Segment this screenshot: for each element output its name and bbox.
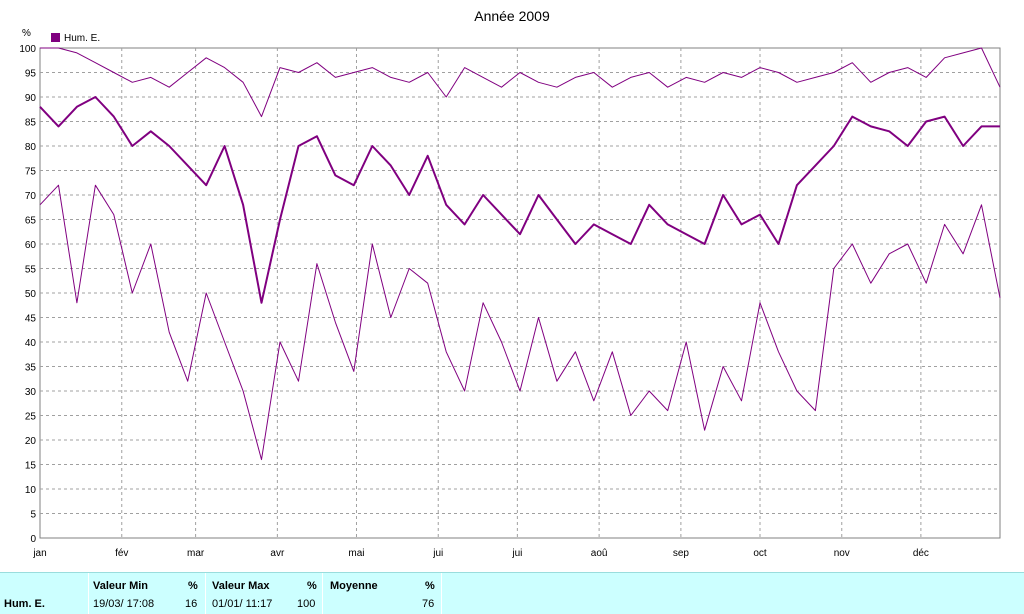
x-tick-label: jan bbox=[32, 548, 46, 559]
series-group bbox=[39, 47, 1001, 461]
y-tick-label: 50 bbox=[25, 289, 37, 300]
x-tick-label: mai bbox=[348, 548, 364, 559]
series-line-daily-min bbox=[39, 184, 1001, 461]
stats-separator bbox=[322, 573, 323, 614]
y-tick-label: 30 bbox=[25, 387, 37, 398]
stats-avg-header: Moyenne bbox=[330, 580, 378, 592]
x-tick-label: mar bbox=[187, 548, 205, 559]
y-tick-label: 60 bbox=[25, 240, 37, 251]
stats-max-value: 100 bbox=[297, 598, 316, 610]
grid-lines bbox=[40, 48, 1000, 538]
stats-panel: Hum. E. Valeur Min % 19/03/ 17:08 16 Val… bbox=[0, 572, 1024, 614]
stats-min-value: 16 bbox=[185, 598, 198, 610]
x-tick-label: jui bbox=[432, 548, 443, 559]
stats-max-unit: % bbox=[307, 580, 317, 592]
y-tick-label: 40 bbox=[25, 338, 37, 349]
y-tick-label: 80 bbox=[25, 142, 37, 153]
x-tick-label: déc bbox=[913, 548, 929, 559]
series-line-daily-mean bbox=[39, 96, 1000, 304]
y-tick-label: 5 bbox=[30, 510, 36, 521]
stats-row-label: Hum. E. bbox=[4, 598, 45, 610]
y-axis-ticks: 0 5 10 15 20 25 30 35 40 45 50 55 60 65 70 75 80 85 90 95 10… bbox=[19, 44, 36, 545]
y-tick-label: 10 bbox=[25, 485, 37, 496]
stats-max-header: Valeur Max bbox=[212, 580, 270, 592]
y-tick-label: 70 bbox=[25, 191, 37, 202]
stats-max-cell: Valeur Max % 01/01/ 11:17 100 bbox=[206, 573, 322, 614]
y-tick-label: 0 bbox=[30, 534, 36, 545]
stats-min-cell: Valeur Min % 19/03/ 17:08 16 bbox=[89, 573, 205, 614]
stats-min-unit: % bbox=[188, 580, 198, 592]
x-tick-label: fév bbox=[115, 548, 128, 559]
x-tick-label: avr bbox=[270, 548, 285, 559]
chart-title: Année 2009 bbox=[474, 8, 550, 24]
y-tick-label: 65 bbox=[25, 216, 37, 227]
y-tick-label: 45 bbox=[25, 314, 37, 325]
x-tick-label: oct bbox=[753, 548, 767, 559]
y-axis-unit: % bbox=[22, 28, 31, 39]
y-tick-label: 35 bbox=[25, 363, 37, 374]
stats-separator bbox=[441, 573, 442, 614]
y-tick-label: 15 bbox=[25, 461, 37, 472]
x-tick-label: nov bbox=[834, 548, 850, 559]
x-tick-label: jui bbox=[511, 548, 522, 559]
x-tick-label: sep bbox=[673, 548, 690, 559]
y-tick-label: 25 bbox=[25, 412, 37, 423]
y-tick-label: 75 bbox=[25, 167, 37, 178]
legend-swatch bbox=[51, 33, 60, 42]
y-tick-label: 55 bbox=[25, 265, 37, 276]
y-tick-label: 100 bbox=[19, 44, 36, 55]
stats-separator bbox=[88, 573, 89, 614]
y-tick-label: 85 bbox=[25, 118, 37, 129]
legend-label: Hum. E. bbox=[64, 33, 100, 44]
stats-min-date: 19/03/ 17:08 bbox=[93, 598, 155, 610]
humidity-chart: Année 2009 % Hum. E. 0 5 10 15 20 25 30 35 40 45 5… bbox=[19, 8, 1001, 559]
x-tick-label: aoû bbox=[591, 548, 608, 559]
y-tick-label: 90 bbox=[25, 93, 37, 104]
stats-row-label-cell: Hum. E. bbox=[0, 573, 88, 614]
x-axis-ticks: jan fév mar avr mai jui jui aoû sep oct nov déc bbox=[32, 548, 929, 559]
stats-min-header: Valeur Min bbox=[93, 580, 149, 592]
y-tick-label: 95 bbox=[25, 69, 37, 80]
stats-avg-value: 76 bbox=[422, 598, 435, 610]
stats-max-date: 01/01/ 11:17 bbox=[212, 598, 273, 610]
stats-avg-cell: Moyenne % 76 bbox=[323, 573, 441, 614]
y-tick-label: 20 bbox=[25, 436, 37, 447]
series-line-daily-max bbox=[40, 47, 1001, 118]
stats-avg-unit: % bbox=[425, 580, 435, 592]
stats-separator bbox=[205, 573, 206, 614]
